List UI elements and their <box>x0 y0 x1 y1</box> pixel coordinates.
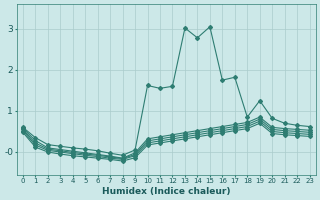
X-axis label: Humidex (Indice chaleur): Humidex (Indice chaleur) <box>102 187 230 196</box>
